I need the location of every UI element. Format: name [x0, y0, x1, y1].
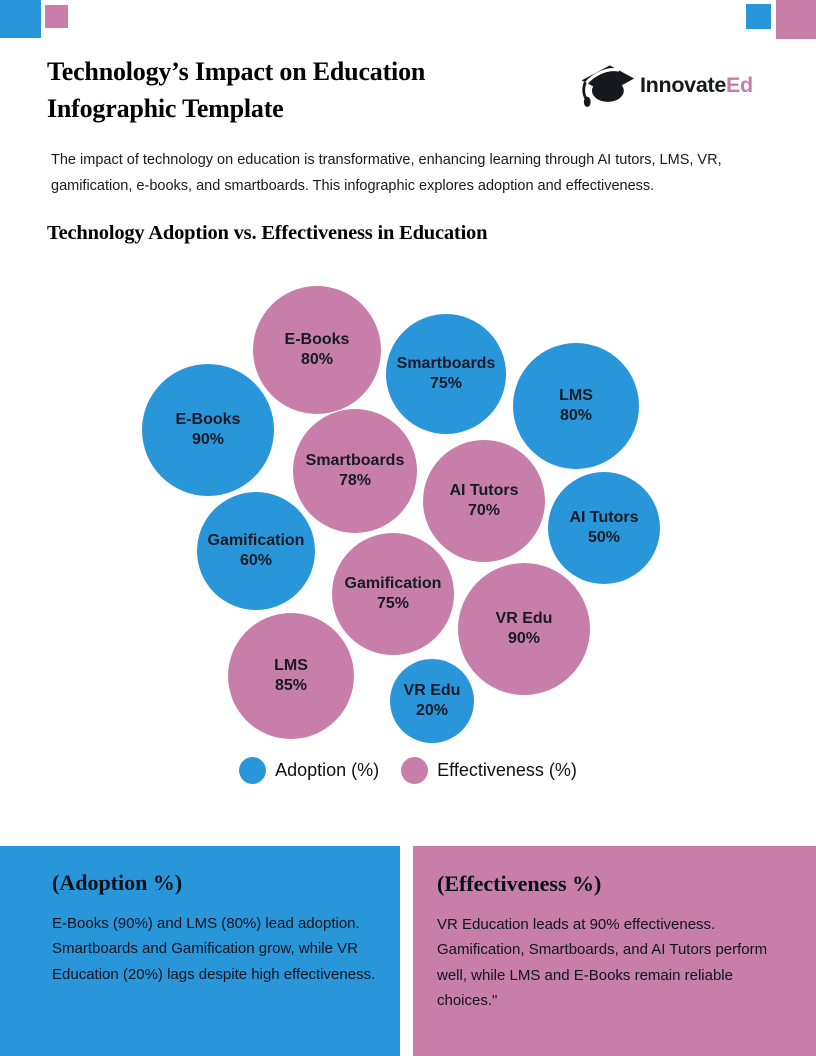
bubble-value: 90%: [507, 630, 541, 647]
effectiveness-panel-title: (Effectiveness %): [437, 871, 602, 896]
bubble-value: 50%: [587, 529, 621, 546]
bubble-e-books-80: E-Books 80%: [253, 286, 381, 414]
bubble-value: 78%: [338, 472, 372, 489]
bubble-vr-edu-20: VR Edu 20%: [390, 659, 474, 743]
bubble-label: Gamification: [207, 532, 305, 549]
bubble-value: 85%: [274, 677, 308, 694]
bubble-value: 80%: [300, 351, 334, 368]
bubble-label: VR Edu: [495, 610, 553, 627]
bubble-label: E-Books: [175, 411, 241, 428]
logo-text: InnovateEd: [640, 73, 753, 98]
bubble-label: VR Edu: [403, 682, 461, 699]
bubble-gamification-60: Gamification 60%: [197, 492, 315, 610]
bubble-gamification-75: Gamification 75%: [332, 533, 454, 655]
graduation-cap-icon: [581, 65, 635, 108]
top-left-blue-square: [0, 0, 41, 38]
adoption-panel-body: E-Books (90%) and LMS (80%) lead adoptio…: [52, 915, 376, 983]
adoption-panel-title: (Adoption %): [52, 870, 183, 895]
bubble-lms-85: LMS 85%: [228, 613, 354, 739]
bubble-label: Smartboards: [396, 355, 496, 372]
bubble-ai-tutors-70: AI Tutors 70%: [423, 440, 545, 562]
top-right-pink-square: [776, 0, 816, 39]
chart-legend: Adoption (%) Effectiveness (%): [0, 757, 816, 784]
logo-text-accent: Ed: [726, 72, 753, 97]
bubble-label: LMS: [559, 387, 593, 404]
bubble-label: E-Books: [284, 331, 350, 348]
top-right-blue-square: [746, 4, 771, 29]
bubble-value: 80%: [559, 407, 593, 424]
bubble-label: Smartboards: [305, 452, 405, 469]
bubble-value: 75%: [376, 595, 410, 612]
bubble-smartboards-78: Smartboards 78%: [293, 409, 417, 533]
bubble-label: LMS: [274, 657, 308, 674]
bubble-value: 20%: [415, 702, 449, 719]
legend-item-adoption: Adoption (%): [239, 757, 379, 784]
section-heading: Technology Adoption vs. Effectiveness in…: [47, 222, 488, 244]
page-title-line2: Infographic Template: [47, 94, 284, 123]
legend-swatch: [401, 757, 429, 784]
legend-label: Adoption (%): [275, 760, 380, 780]
bubble-vr-edu-90: VR Edu 90%: [458, 563, 590, 695]
page-title-line1: Technology’s Impact on Education: [47, 57, 426, 86]
bubble-label: AI Tutors: [449, 482, 519, 499]
bubble-value: 70%: [467, 502, 501, 519]
legend-label: Effectiveness (%): [437, 760, 577, 780]
legend-swatch: [239, 757, 267, 784]
legend-item-effectiveness: Effectiveness (%): [401, 757, 577, 784]
effectiveness-panel-body: VR Education leads at 90% effectiveness.…: [437, 916, 768, 1009]
adoption-panel: (Adoption %) E-Books (90%) and LMS (80%)…: [0, 846, 400, 1056]
bubble-ai-tutors-50: AI Tutors 50%: [548, 472, 660, 584]
top-left-pink-square: [45, 5, 68, 28]
bubble-e-books-90: E-Books 90%: [142, 364, 274, 496]
effectiveness-panel: (Effectiveness %) VR Education leads at …: [413, 846, 816, 1056]
page-title: Technology’s Impact on Education Infogra…: [47, 53, 425, 127]
bubble-value: 90%: [191, 431, 225, 448]
logo-text-primary: Innovate: [640, 72, 727, 97]
logo: InnovateEd: [576, 60, 753, 110]
intro-text: The impact of technology on education is…: [51, 152, 722, 194]
bubble-lms-80: LMS 80%: [513, 343, 639, 469]
bubble-label: Gamification: [344, 575, 442, 592]
bubble-value: 75%: [429, 375, 463, 392]
bubble-smartboards-75: Smartboards 75%: [386, 314, 506, 434]
bubble-label: AI Tutors: [569, 509, 639, 526]
bubble-value: 60%: [239, 552, 273, 569]
